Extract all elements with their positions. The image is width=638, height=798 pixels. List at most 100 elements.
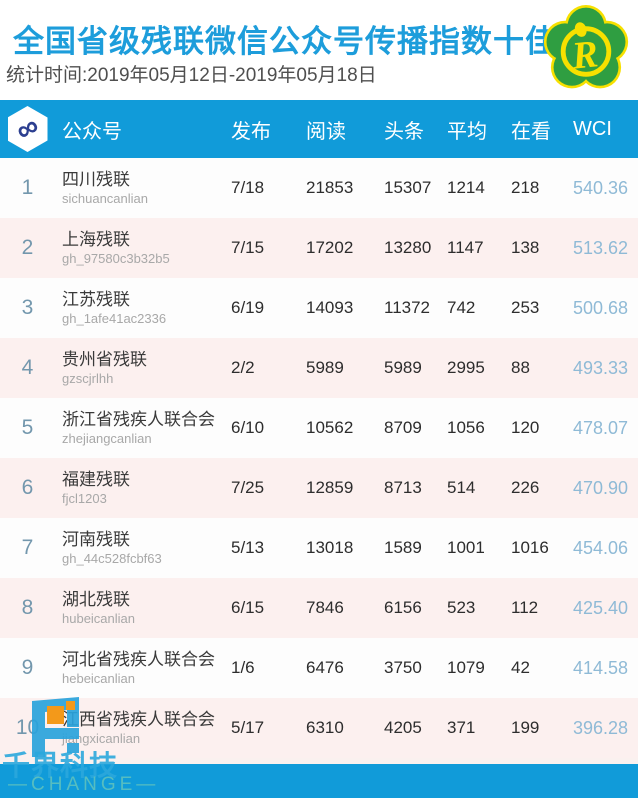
account-cell: 福建残联 fjcl1203 [55, 469, 225, 507]
headline-count: 8713 [384, 478, 422, 497]
publish-count: 5/17 [231, 718, 265, 737]
looking-count: 138 [511, 238, 540, 257]
rank-number: 9 [21, 656, 34, 679]
table-body: 1 四川残联 sichuancanlian 7/18 21853 15307 1… [0, 158, 638, 758]
publish-count: 7/25 [231, 478, 265, 497]
col-header-read: 阅读 [306, 120, 346, 143]
col-header-publish: 发布 [231, 120, 271, 143]
publish-count: 6/19 [231, 298, 265, 317]
average-count: 523 [447, 598, 476, 617]
publish-count: 6/10 [231, 418, 265, 437]
read-count: 10562 [306, 418, 354, 437]
account-id: zhejiangcanlian [62, 431, 152, 446]
table-row: 8 湖北残联 hubeicanlian 6/15 7846 6156 523 1… [0, 578, 638, 638]
col-header-looking: 在看 [511, 120, 551, 143]
headline-count: 5989 [384, 358, 422, 377]
headline-count: 8709 [384, 418, 422, 437]
headline-count: 3750 [384, 658, 422, 677]
rank-number: 7 [21, 536, 34, 559]
looking-count: 226 [511, 478, 540, 497]
account-name: 江西省残疾人联合会 [62, 710, 215, 729]
account-id: fjcl1203 [62, 491, 107, 506]
read-count: 6476 [306, 658, 344, 677]
read-count: 17202 [306, 238, 354, 257]
average-count: 1079 [447, 658, 485, 677]
account-id: gh_1afe41ac2336 [62, 311, 167, 326]
infinity-icon: ∞ [10, 108, 45, 149]
wci-score: 425.40 [573, 597, 629, 618]
table-row: 3 江苏残联 gh_1afe41ac2336 6/19 14093 11372 … [0, 278, 638, 338]
col-header-account: 公众号 [62, 120, 122, 143]
looking-count: 120 [511, 418, 540, 437]
svg-text:R: R [569, 33, 600, 78]
poster-header: 全国省级残联微信公众号传播指数十佳榜 统计时间:2019年05月12日-2019… [0, 0, 638, 100]
rank-number: 4 [21, 356, 34, 379]
rank-number: 10 [15, 716, 40, 739]
table-row: 9 河北省残疾人联合会 hebeicanlian 1/6 6476 3750 1… [0, 638, 638, 698]
account-cell: 湖北残联 hubeicanlian [55, 589, 225, 627]
looking-count: 199 [511, 718, 540, 737]
headline-count: 15307 [384, 178, 432, 197]
table-row: 2 上海残联 gh_97580c3b32b5 7/15 17202 13280 … [0, 218, 638, 278]
account-id: hebeicanlian [62, 671, 136, 686]
account-name: 河北省残疾人联合会 [62, 650, 215, 669]
average-count: 1056 [447, 418, 485, 437]
wci-score: 470.90 [573, 477, 629, 498]
page-title: 全国省级残联微信公众号传播指数十佳榜 [13, 24, 589, 59]
wci-score: 396.28 [573, 717, 629, 738]
average-count: 2995 [447, 358, 485, 377]
account-cell: 四川残联 sichuancanlian [55, 169, 225, 207]
publish-count: 1/6 [231, 658, 255, 677]
table-row: 1 四川残联 sichuancanlian 7/18 21853 15307 1… [0, 158, 638, 218]
average-count: 371 [447, 718, 476, 737]
read-count: 12859 [306, 478, 354, 497]
looking-count: 218 [511, 178, 540, 197]
headline-count: 4205 [384, 718, 422, 737]
table-row: 7 河南残联 gh_44c528fcbf63 5/13 13018 1589 1… [0, 518, 638, 578]
table-row: 5 浙江省残疾人联合会 zhejiangcanlian 6/10 10562 8… [0, 398, 638, 458]
account-name: 四川残联 [62, 170, 130, 189]
headline-count: 11372 [384, 298, 431, 317]
account-id: hubeicanlian [62, 611, 136, 626]
read-count: 6310 [306, 718, 344, 737]
account-cell: 江苏残联 gh_1afe41ac2336 [55, 289, 225, 327]
publish-count: 7/18 [231, 178, 265, 197]
account-cell: 江西省残疾人联合会 jiangxicanlian [55, 709, 225, 747]
account-name: 上海残联 [62, 230, 130, 249]
index-brand-icon: ∞ [7, 106, 48, 152]
looking-count: 1016 [511, 538, 549, 557]
read-count: 7846 [306, 598, 344, 617]
looking-count: 88 [511, 358, 530, 377]
rank-number: 6 [21, 476, 34, 499]
rank-number: 1 [21, 176, 34, 199]
account-name: 河南残联 [62, 530, 130, 549]
account-cell: 河南残联 gh_44c528fcbf63 [55, 529, 225, 567]
average-count: 742 [447, 298, 476, 317]
table-row: 4 贵州省残联 gzscjrlhh 2/2 5989 5989 2995 88 … [0, 338, 638, 398]
average-count: 1214 [447, 178, 485, 197]
wci-score: 500.68 [573, 297, 629, 318]
table-header: ∞ 公众号 发布 阅读 头条 平均 在看 WCI [0, 100, 638, 158]
rank-number: 8 [21, 596, 34, 619]
table-row: 6 福建残联 fjcl1203 7/25 12859 8713 514 226 … [0, 458, 638, 518]
footer-bar [0, 764, 638, 798]
account-cell: 上海残联 gh_97580c3b32b5 [55, 229, 225, 267]
col-header-headline: 头条 [384, 120, 424, 143]
read-count: 21853 [306, 178, 354, 197]
account-name: 江苏残联 [62, 290, 130, 309]
table-row: 10 江西省残疾人联合会 jiangxicanlian 5/17 6310 42… [0, 698, 638, 758]
bottom-divider [0, 758, 638, 764]
stat-period: 统计时间:2019年05月12日-2019年05月18日 [6, 65, 377, 86]
wci-score: 414.58 [573, 657, 629, 678]
rank-number: 2 [21, 236, 34, 259]
headline-count: 6156 [384, 598, 422, 617]
col-header-average: 平均 [447, 120, 487, 143]
account-id: gh_97580c3b32b5 [62, 251, 170, 266]
account-name: 贵州省残联 [62, 350, 147, 369]
headline-count: 1589 [384, 538, 422, 557]
read-count: 14093 [306, 298, 354, 317]
publish-count: 2/2 [231, 358, 255, 377]
account-id: gh_44c528fcbf63 [62, 551, 162, 566]
publish-count: 7/15 [231, 238, 265, 257]
